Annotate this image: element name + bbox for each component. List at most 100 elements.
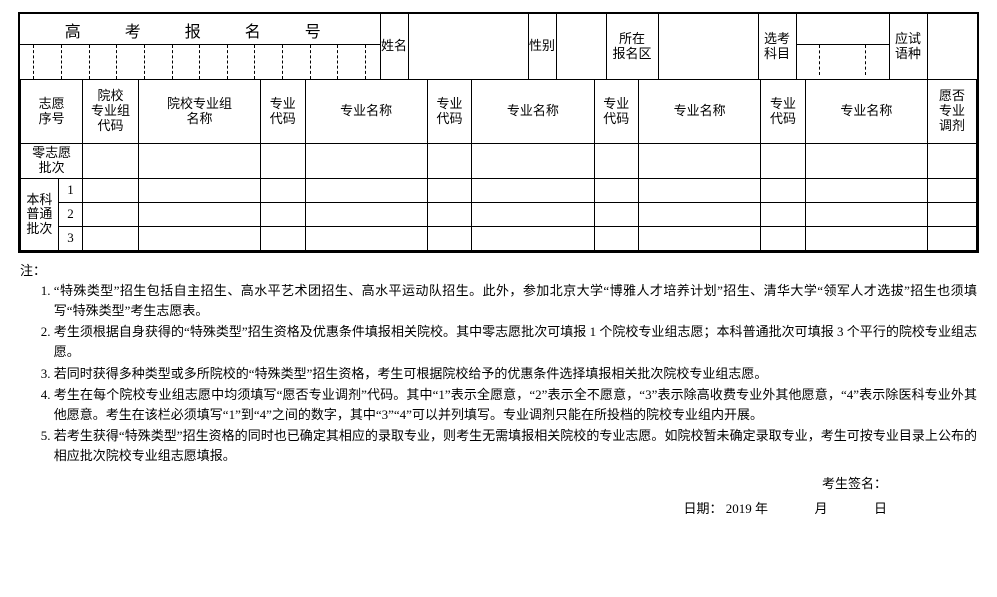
cell[interactable]: [427, 178, 471, 202]
row-num-3: 3: [58, 226, 82, 250]
cell[interactable]: [927, 144, 976, 179]
cell[interactable]: [138, 178, 260, 202]
cell[interactable]: [138, 202, 260, 226]
reg-no-box[interactable]: [310, 45, 338, 79]
cell[interactable]: [805, 226, 927, 250]
row-num-2: 2: [58, 202, 82, 226]
cell[interactable]: [594, 226, 638, 250]
district-field[interactable]: [658, 14, 758, 79]
reg-no-box[interactable]: [34, 45, 62, 79]
subject-field[interactable]: [796, 14, 889, 79]
cell[interactable]: [83, 202, 139, 226]
cell[interactable]: [927, 226, 976, 250]
note-item: 考生须根据自身获得的“特殊类型”招生资格及优惠条件填报相关院校。其中零志愿批次可…: [54, 322, 977, 362]
lang-label: 应试 语种: [889, 14, 927, 79]
reg-no-box[interactable]: [172, 45, 200, 79]
hdr-major-code-3: 专业代码: [594, 80, 638, 144]
cell[interactable]: [83, 144, 139, 179]
form-outer: 高 考 报 名 号 姓名 性别 所在 报名区 选考 科目: [18, 12, 979, 253]
cell[interactable]: [427, 144, 471, 179]
hdr-major-name-4: 专业名称: [805, 80, 927, 144]
grid-header-row: 志愿序号 院校专业组代码 院校专业组名称 专业代码 专业名称 专业代码 专业名称…: [21, 80, 977, 144]
cell[interactable]: [761, 226, 805, 250]
hdr-major-code-1: 专业代码: [261, 80, 305, 144]
cell[interactable]: [261, 178, 305, 202]
reg-no-box[interactable]: [338, 45, 366, 79]
hdr-major-name-2: 专业名称: [472, 80, 594, 144]
cell[interactable]: [594, 202, 638, 226]
cell[interactable]: [83, 226, 139, 250]
reg-no-box[interactable]: [144, 45, 172, 79]
row-num-1: 1: [58, 178, 82, 202]
reg-no-boxes: [20, 45, 380, 79]
cell[interactable]: [761, 178, 805, 202]
cell[interactable]: [761, 144, 805, 179]
reg-no-box[interactable]: [200, 45, 228, 79]
row-regular-2: 2: [21, 202, 977, 226]
cell[interactable]: [761, 202, 805, 226]
cell[interactable]: [472, 144, 594, 179]
hdr-major-code-4: 专业代码: [761, 80, 805, 144]
hdr-order: 志愿序号: [21, 80, 83, 144]
reg-no-box[interactable]: [117, 45, 145, 79]
cell[interactable]: [805, 178, 927, 202]
note-item: “特殊类型”招生包括自主招生、高水平艺术团招生、高水平运动队招生。此外，参加北京…: [54, 281, 977, 321]
cell[interactable]: [83, 178, 139, 202]
volunteer-grid: 志愿序号 院校专业组代码 院校专业组名称 专业代码 专业名称 专业代码 专业名称…: [20, 79, 977, 251]
reg-no-box[interactable]: [255, 45, 283, 79]
cell[interactable]: [305, 178, 427, 202]
name-field[interactable]: [408, 14, 528, 79]
note-item: 考生在每个院校专业组志愿中均须填写“愿否专业调剂”代码。其中“1”表示全愿意，“…: [54, 385, 977, 425]
cell[interactable]: [261, 226, 305, 250]
cell[interactable]: [472, 178, 594, 202]
row-label-regular: 本科普通批次: [21, 178, 59, 250]
cell[interactable]: [805, 144, 927, 179]
hdr-adjust: 愿否专业调剂: [927, 80, 976, 144]
notes-list: “特殊类型”招生包括自主招生、高水平艺术团招生、高水平运动队招生。此外，参加北京…: [20, 281, 977, 466]
reg-no-box[interactable]: [283, 45, 311, 79]
cell[interactable]: [472, 226, 594, 250]
cell[interactable]: [261, 202, 305, 226]
cell[interactable]: [927, 178, 976, 202]
cell[interactable]: [427, 226, 471, 250]
cell[interactable]: [638, 202, 760, 226]
notes-section: 注： “特殊类型”招生包括自主招生、高水平艺术团招生、高水平运动队招生。此外，参…: [18, 257, 979, 522]
row-label-zero: 零志愿批次: [21, 144, 83, 179]
name-label: 姓名: [380, 14, 408, 79]
reg-no-box[interactable]: [61, 45, 89, 79]
reg-no-box[interactable]: [366, 45, 380, 79]
hdr-major-name-3: 专业名称: [638, 80, 760, 144]
lang-field[interactable]: [927, 14, 977, 79]
gender-field[interactable]: [556, 14, 606, 79]
hdr-school-name: 院校专业组名称: [138, 80, 260, 144]
cell[interactable]: [594, 178, 638, 202]
cell[interactable]: [638, 226, 760, 250]
hdr-school-code: 院校专业组代码: [83, 80, 139, 144]
note-item: 若同时获得多种类型或多所院校的“特殊类型”招生资格，考生可根据院校给予的优惠条件…: [54, 364, 977, 384]
notes-title: 注：: [20, 263, 46, 278]
reg-no-box[interactable]: [227, 45, 255, 79]
cell[interactable]: [638, 178, 760, 202]
info-band: 高 考 报 名 号 姓名 性别 所在 报名区 选考 科目: [20, 14, 977, 79]
cell[interactable]: [261, 144, 305, 179]
cell[interactable]: [138, 144, 260, 179]
cell[interactable]: [638, 144, 760, 179]
row-regular-1: 本科普通批次 1: [21, 178, 977, 202]
date-line: 日期： 2019 年 月 日: [20, 497, 887, 522]
cell[interactable]: [138, 226, 260, 250]
reg-no-box[interactable]: [20, 45, 34, 79]
note-item: 若考生获得“特殊类型”招生资格的同时也已确定其相应的录取专业，则考生无需填报相关…: [54, 426, 977, 466]
cell[interactable]: [305, 226, 427, 250]
cell[interactable]: [305, 202, 427, 226]
cell[interactable]: [594, 144, 638, 179]
district-label: 所在 报名区: [606, 14, 658, 79]
cell[interactable]: [427, 202, 471, 226]
reg-no-box[interactable]: [89, 45, 117, 79]
cell[interactable]: [805, 202, 927, 226]
cell[interactable]: [305, 144, 427, 179]
row-zero-batch: 零志愿批次: [21, 144, 977, 179]
reg-no-label: 高 考 报 名 号: [20, 14, 380, 45]
cell[interactable]: [927, 202, 976, 226]
hdr-major-name-1: 专业名称: [305, 80, 427, 144]
cell[interactable]: [472, 202, 594, 226]
